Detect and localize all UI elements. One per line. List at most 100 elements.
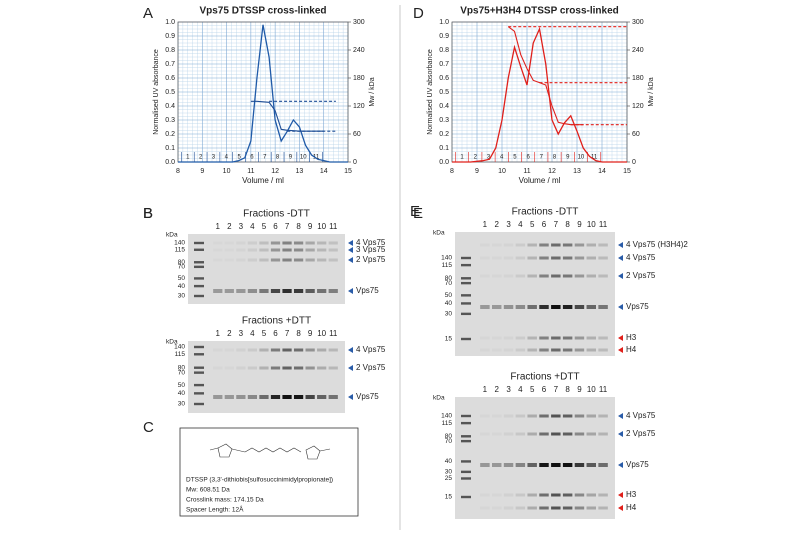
gel-band <box>574 493 585 497</box>
lane-label: 1 <box>483 385 488 394</box>
band-arrow <box>348 247 353 253</box>
y2-tick-label: 180 <box>632 75 644 82</box>
marker-label: 25 <box>445 475 453 482</box>
gel-band <box>293 248 304 252</box>
band-arrow <box>618 335 623 341</box>
band-arrow <box>618 304 623 310</box>
gel-band <box>515 256 526 260</box>
gel-band <box>574 506 585 510</box>
y-tick-label: 0.7 <box>165 61 175 68</box>
x-tick-label: 9 <box>200 168 204 175</box>
gel-band <box>270 348 281 352</box>
gel-band <box>225 367 234 370</box>
marker-label: 50 <box>445 292 453 299</box>
gel-image <box>188 341 345 413</box>
band-label: 4 Vps75 <box>626 411 656 420</box>
gel-band <box>282 258 292 262</box>
crosslinker-box: DTSSP (3,3'-dithiobis[sulfosuccinimidylp… <box>179 427 359 517</box>
gel-band <box>492 275 501 278</box>
gel-band <box>328 289 338 293</box>
marker-band <box>461 281 471 285</box>
gel-band <box>515 414 526 418</box>
lane-label: 2 <box>495 220 500 229</box>
gel-band <box>562 432 573 436</box>
lane-label: 9 <box>577 220 582 229</box>
gel-band <box>586 274 596 278</box>
gel-band <box>293 289 304 293</box>
gel-band <box>282 241 292 245</box>
band-label: 3 Vps75 <box>356 245 386 254</box>
panel-letter: B <box>143 205 153 222</box>
fraction-label: 7 <box>540 155 544 161</box>
marker-label: 70 <box>445 438 453 445</box>
y-tick-label: 0.7 <box>439 61 449 68</box>
fraction-label: 8 <box>553 155 557 161</box>
gel-band <box>213 249 222 252</box>
gel-band <box>480 305 490 309</box>
y-tick-label: 0.3 <box>165 117 175 124</box>
marker-label: 30 <box>445 311 453 318</box>
box <box>179 427 359 517</box>
gel-band <box>224 395 234 399</box>
gel-band <box>236 248 246 252</box>
gel-band <box>317 248 327 252</box>
y2-tick-label: 120 <box>353 103 365 110</box>
y2-tick-label: 180 <box>353 75 365 82</box>
marker-band <box>194 284 204 288</box>
lane-label: 11 <box>329 329 338 338</box>
gel-band <box>586 506 596 510</box>
fraction-label: 4 <box>225 155 229 161</box>
gel-band <box>480 415 489 418</box>
gel-band <box>328 248 338 252</box>
gel-band <box>293 395 304 399</box>
y-tick-label: 0.1 <box>165 145 175 152</box>
gel-band <box>527 414 537 418</box>
gel-band <box>282 395 292 399</box>
lane-label: 8 <box>565 385 570 394</box>
lane-label: 10 <box>587 385 596 394</box>
band-label: H4 <box>626 345 637 354</box>
gel-band <box>562 256 573 260</box>
band-label: 4 Vps75 (H3H4)2 <box>626 240 688 249</box>
marker-label: 115 <box>175 351 186 358</box>
lane-label: 6 <box>542 220 547 229</box>
x-tick-label: 8 <box>450 168 454 175</box>
gel-image <box>455 397 615 519</box>
gel-band <box>539 243 549 247</box>
gel-band <box>527 348 537 352</box>
gel <box>188 234 345 304</box>
band-label: Vps75 <box>356 392 379 401</box>
data-line <box>452 26 627 163</box>
gel-band <box>492 244 501 247</box>
x-axis-label: Volume / ml <box>519 176 561 185</box>
x-tick-label: 15 <box>623 168 631 175</box>
gel-band <box>562 506 573 510</box>
lane-label: 2 <box>495 385 500 394</box>
marker-label: 40 <box>178 283 186 290</box>
lane-label: 7 <box>285 329 290 338</box>
marker-band <box>461 435 471 438</box>
marker-band <box>461 470 471 474</box>
gel-band <box>225 259 234 262</box>
fraction-label: 1 <box>186 155 190 161</box>
fraction-label: 4 <box>500 155 504 161</box>
fraction-label: 5 <box>237 155 241 161</box>
y-tick-label: 0.5 <box>165 89 175 96</box>
lane-label: 1 <box>483 220 488 229</box>
gel-band <box>492 463 502 467</box>
gel-band <box>305 395 315 399</box>
gel <box>455 397 615 519</box>
gel-band <box>586 463 596 467</box>
gel-band <box>539 305 549 309</box>
band-arrow <box>618 492 623 498</box>
y-tick-label: 0.0 <box>439 159 449 166</box>
gel-band <box>574 305 585 309</box>
gel-band <box>551 348 561 352</box>
x-tick-label: 14 <box>320 168 328 175</box>
gel-band <box>503 348 514 352</box>
y2-tick-label: 120 <box>632 103 644 110</box>
marker-label: 140 <box>441 413 452 420</box>
gel-band <box>586 348 596 352</box>
lane-label: 8 <box>565 220 570 229</box>
gel-band <box>236 258 246 262</box>
